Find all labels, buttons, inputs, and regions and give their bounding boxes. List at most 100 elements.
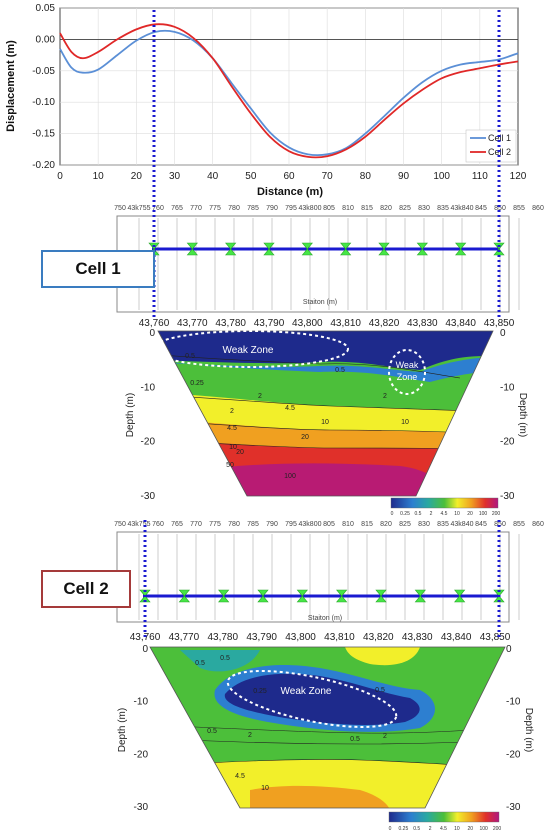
y-tick-label: -0.15 [32, 129, 55, 140]
series-line-cell2 [59, 23, 519, 159]
electrode-marker [416, 242, 428, 256]
colorbar-tick: 100 [479, 511, 488, 517]
cell1-weak-zone-2 [388, 349, 426, 395]
contour-label: 20 [301, 434, 309, 441]
depth-tick-left: -10 [141, 382, 156, 393]
top-station-label: 785 [247, 521, 259, 528]
top-station-label: 770 [190, 521, 202, 528]
top-station-label: 820 [380, 521, 392, 528]
y-tick-label: 0.00 [36, 34, 56, 45]
top-station-label: 805 [323, 521, 335, 528]
bottom-station-label: 43,780 [207, 632, 238, 643]
depth-tick-right: -10 [506, 697, 521, 708]
top-station-label: 820 [380, 205, 392, 212]
y-tick-labels: 0.05 0.00 -0.05 -0.10 -0.15 -0.20 [32, 3, 55, 171]
colorbar-tick: 10 [454, 511, 460, 517]
electrode-marker [263, 242, 275, 256]
colorbar-tick: 0 [389, 826, 392, 832]
legend-box [465, 129, 517, 163]
cell1-top-stations: 750 43k755 760 765 770 775 780 785 790 795 43k800 8… [114, 205, 544, 212]
cell1-weak-zone-2-label-a: Weak [396, 360, 419, 370]
top-station-label: 780 [228, 205, 240, 212]
legend: Cell 1 Cell 2 [465, 129, 517, 163]
colorbar-tick: 0.5 [413, 826, 420, 832]
electrode-marker [455, 242, 467, 256]
top-station-label: 850 [494, 521, 506, 528]
colorbar-tick: 2 [429, 826, 432, 832]
series-lines [59, 23, 519, 159]
contour-label: 4.5 [235, 773, 245, 780]
bottom-station-label: 43,820 [369, 318, 400, 329]
bottom-station-label: 43,760 [130, 632, 161, 643]
colorbar-tick: 2 [430, 511, 433, 517]
x-tick-label: 10 [93, 171, 105, 182]
bottom-station-label: 43,850 [484, 318, 515, 329]
top-station-label: 845 [475, 521, 487, 528]
depth-tick-right: -30 [500, 491, 515, 502]
top-station-label: 770 [190, 205, 202, 212]
bottom-station-label: 43,790 [254, 318, 285, 329]
x-tick-label: 70 [322, 171, 334, 182]
contour-label: 0.5 [207, 728, 217, 735]
electrode-marker [186, 242, 198, 256]
contour-label: 4.5 [285, 405, 295, 412]
electrode-marker [218, 589, 230, 603]
contour-label: 0.25 [253, 688, 267, 695]
electrode-marker [296, 589, 308, 603]
cell1-station-grid [138, 218, 520, 310]
top-station-label: 43k800 [299, 205, 322, 212]
depth-tick-left: -20 [134, 749, 149, 760]
top-station-label: 830 [418, 521, 430, 528]
x-tick-labels: 0 10 20 30 40 50 60 70 80 90 100 110 120 [57, 171, 527, 182]
x-tick-label: 0 [57, 171, 63, 182]
cell1-station-frame [116, 215, 510, 313]
contour-label: 0.5 [195, 660, 205, 667]
bottom-station-label: 43,840 [441, 632, 472, 643]
top-station-label: 765 [171, 205, 183, 212]
top-station-label: 825 [399, 521, 411, 528]
y-tick-label: -0.10 [32, 97, 55, 108]
electrode-marker [454, 589, 466, 603]
x-axis-title: Distance (m) [257, 186, 323, 198]
bottom-station-label: 43,840 [445, 318, 476, 329]
electrode-marker [225, 242, 237, 256]
colorbar-tick: 10 [454, 826, 460, 832]
top-station-label: 760 [152, 521, 164, 528]
depth-tick-left: -30 [134, 802, 149, 813]
contour-label: 0.5 [220, 655, 230, 662]
top-station-label: 795 [285, 521, 297, 528]
cell2-depth-ticks-right: 0 -10 -20 -30 [506, 644, 521, 813]
cell1-colorbar-ticks: 0 0.25 0.5 2 4.5 10 20 100 200 [391, 511, 501, 517]
depth-tick-right: 0 [500, 328, 506, 339]
electrode-marker [178, 589, 190, 603]
y-tick-label: 0.05 [36, 3, 56, 14]
contour-label: 0.5 [185, 353, 195, 360]
top-station-label: 43k840 [451, 205, 474, 212]
contour-label: 2 [248, 732, 252, 739]
colorbar-tick: 20 [467, 511, 473, 517]
bottom-station-label: 43,780 [215, 318, 246, 329]
bottom-station-label: 43,770 [177, 318, 208, 329]
cell1-weak-zone-1-label: Weak Zone [223, 345, 274, 356]
cell2-panel: 750 43k755 760 765 770 775 780 785 790 795 43k800 8… [114, 521, 544, 832]
cell2-top-stations: 750 43k755 760 765 770 775 780 785 790 795 43k800 8… [114, 521, 544, 528]
top-station-label: 43k755 [128, 205, 151, 212]
y-axis-title: Displacement (m) [5, 40, 17, 132]
depth-tick-left: 0 [149, 328, 155, 339]
top-station-label: 810 [342, 521, 354, 528]
colorbar-tick: 4.5 [440, 826, 447, 832]
top-station-label: 775 [209, 521, 221, 528]
colorbar-tick: 4.5 [441, 511, 448, 517]
top-station-label: 810 [342, 205, 354, 212]
top-station-label: 43k755 [128, 521, 151, 528]
x-tick-label: 40 [207, 171, 219, 182]
x-tick-label: 90 [398, 171, 410, 182]
colorbar-tick: 20 [467, 826, 473, 832]
top-station-label: 825 [399, 205, 411, 212]
depth-tick-left: 0 [142, 644, 148, 655]
top-station-label: 815 [361, 205, 373, 212]
cell2-weak-zone [226, 670, 398, 728]
x-tick-label: 60 [283, 171, 295, 182]
